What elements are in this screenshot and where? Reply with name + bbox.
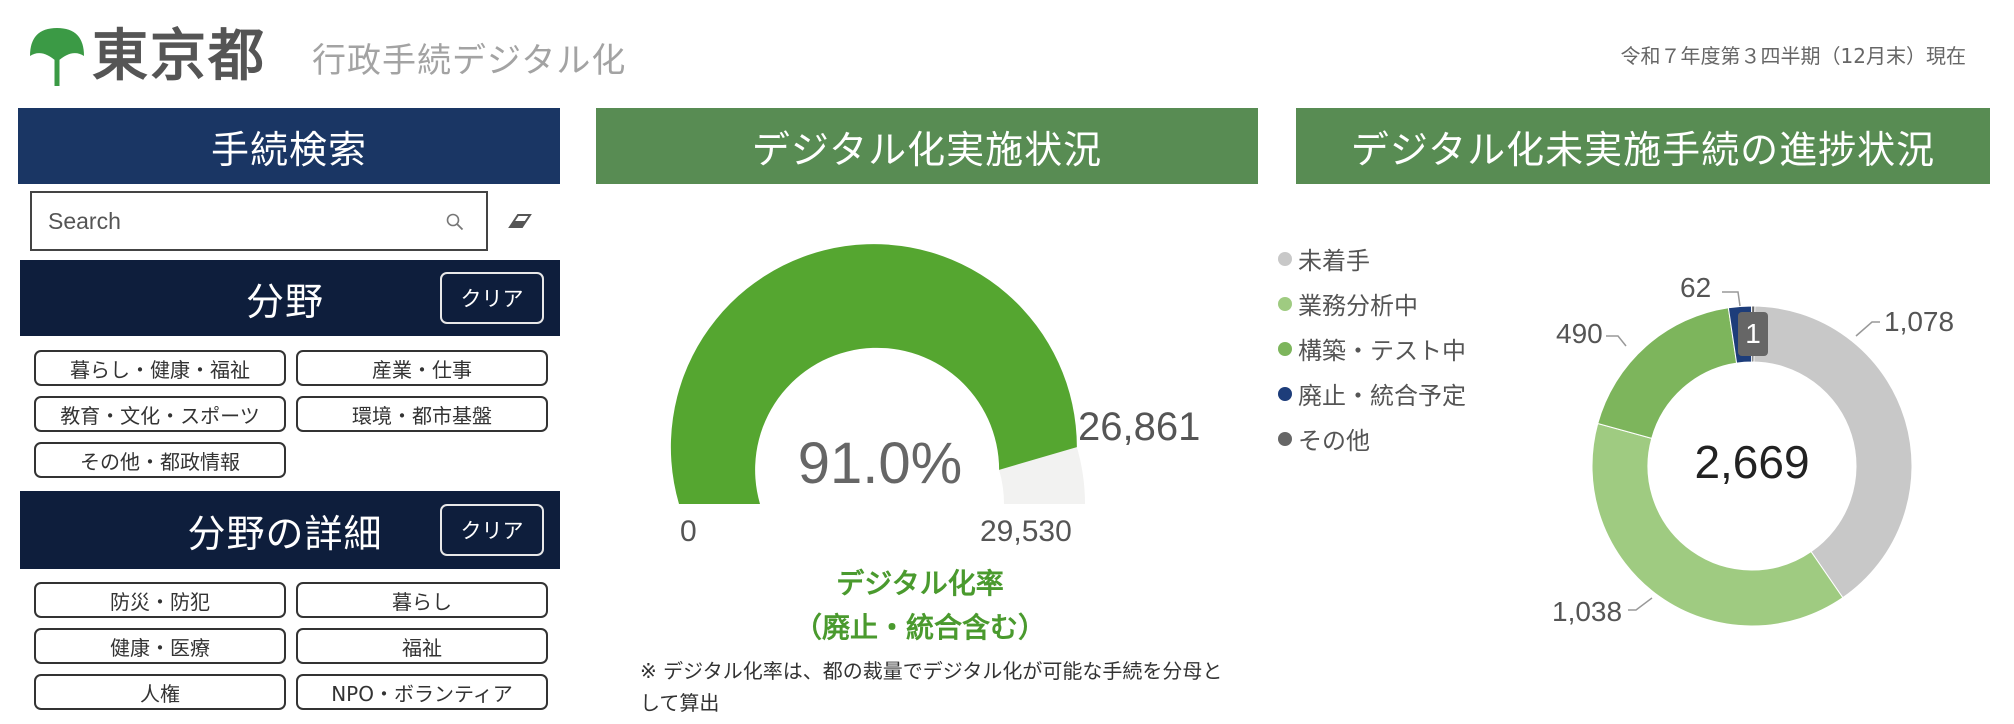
donut-legend: 未着手 業務分析中 構築・テスト中 廃止・統合予定 その他	[1278, 236, 1466, 461]
detail-chip[interactable]: 暮らし	[296, 582, 548, 618]
legend-item: 廃止・統合予定	[1278, 371, 1466, 416]
gauge-metric-label: デジタル化率 （廃止・統合含む）	[700, 562, 1140, 650]
legend-item: 構築・テスト中	[1278, 326, 1466, 371]
donut-section-header: デジタル化未実施手続の進捗状況	[1296, 108, 1990, 184]
detail-chip[interactable]: NPO・ボランティア	[296, 674, 548, 710]
field-clear-button[interactable]: クリア	[440, 272, 544, 324]
slice-label-other: 1	[1738, 312, 1768, 356]
gauge-percent: 91.0%	[797, 431, 963, 496]
field-chip[interactable]: 暮らし・健康・福祉	[34, 350, 286, 386]
page-subtitle: 行政手続デジタル化	[312, 41, 627, 81]
leader-line	[1855, 321, 1880, 337]
gauge-metric-line1: デジタル化率	[836, 567, 1004, 600]
donut-slice	[1591, 422, 1844, 627]
legend-label: その他	[1298, 427, 1370, 455]
legend-dot	[1278, 251, 1292, 266]
legend-dot	[1278, 296, 1292, 311]
gauge-remaining-arc	[999, 447, 1085, 504]
legend-dot	[1278, 341, 1292, 356]
field-chip[interactable]: その他・都政情報	[34, 442, 286, 478]
detail-chip[interactable]: 防災・防犯	[34, 582, 286, 618]
ginkgo-leaf-icon	[30, 28, 84, 86]
leader-line	[1606, 335, 1627, 347]
leader-line	[1628, 597, 1653, 611]
legend-dot	[1278, 431, 1292, 446]
search-input[interactable]	[48, 207, 428, 235]
gauge-max: 29,530	[980, 515, 1072, 548]
legend-item: 業務分析中	[1278, 281, 1466, 326]
donut-slice	[1597, 307, 1738, 439]
search-box[interactable]	[30, 191, 488, 251]
search-panel-header: 手続検索	[18, 108, 560, 184]
gauge-metric-line2: （廃止・統合含む）	[793, 611, 1046, 644]
gauge-value: 26,861	[1078, 405, 1201, 449]
leader-line	[1722, 291, 1741, 307]
search-panel-title: 手続検索	[210, 127, 367, 172]
search-icon[interactable]	[446, 213, 464, 231]
eraser-icon[interactable]	[506, 207, 534, 231]
donut-section-title: デジタル化未実施手続の進捗状況	[1350, 127, 1936, 172]
gauge-value-arc	[670, 244, 1077, 504]
field-title: 分野	[245, 279, 324, 324]
field-chip[interactable]: 教育・文化・スポーツ	[34, 396, 286, 432]
as-of-date: 令和７年度第３四半期（12月末）現在	[1620, 44, 1966, 68]
detail-chip[interactable]: 福祉	[296, 628, 548, 664]
legend-label: 業務分析中	[1298, 292, 1418, 320]
donut-total: 2,669	[1694, 436, 1810, 488]
gauge-section-header: デジタル化実施状況	[596, 108, 1258, 184]
legend-item: その他	[1278, 416, 1466, 461]
org-name: 東京都	[92, 24, 266, 89]
slice-label-abolish: 62	[1680, 272, 1712, 303]
detail-title: 分野の詳細	[187, 511, 383, 556]
legend-label: 未着手	[1298, 247, 1370, 275]
legend-label: 構築・テスト中	[1298, 337, 1466, 365]
slice-label-building: 490	[1556, 318, 1603, 349]
field-chip[interactable]: 産業・仕事	[296, 350, 548, 386]
detail-chip[interactable]: 健康・医療	[34, 628, 286, 664]
detail-chip[interactable]: 人権	[34, 674, 286, 710]
legend-dot	[1278, 386, 1292, 401]
gauge-section-title: デジタル化実施状況	[751, 127, 1103, 172]
legend-label: 廃止・統合予定	[1298, 382, 1466, 410]
slice-label-other-text: 1	[1745, 318, 1761, 349]
slice-label-not-started: 1,078	[1884, 306, 1955, 337]
gauge-min: 0	[680, 515, 697, 548]
field-chip[interactable]: 環境・都市基盤	[296, 396, 548, 432]
gauge-note: ※ デジタル化率は、都の裁量でデジタル化が可能な手続を分母として算出	[640, 659, 1223, 715]
tokyo-logo: 東京都	[28, 26, 266, 88]
donut-slice	[1751, 305, 1913, 599]
slice-label-analyzing: 1,038	[1552, 596, 1623, 627]
legend-item: 未着手	[1278, 236, 1466, 281]
detail-clear-button[interactable]: クリア	[440, 504, 544, 556]
